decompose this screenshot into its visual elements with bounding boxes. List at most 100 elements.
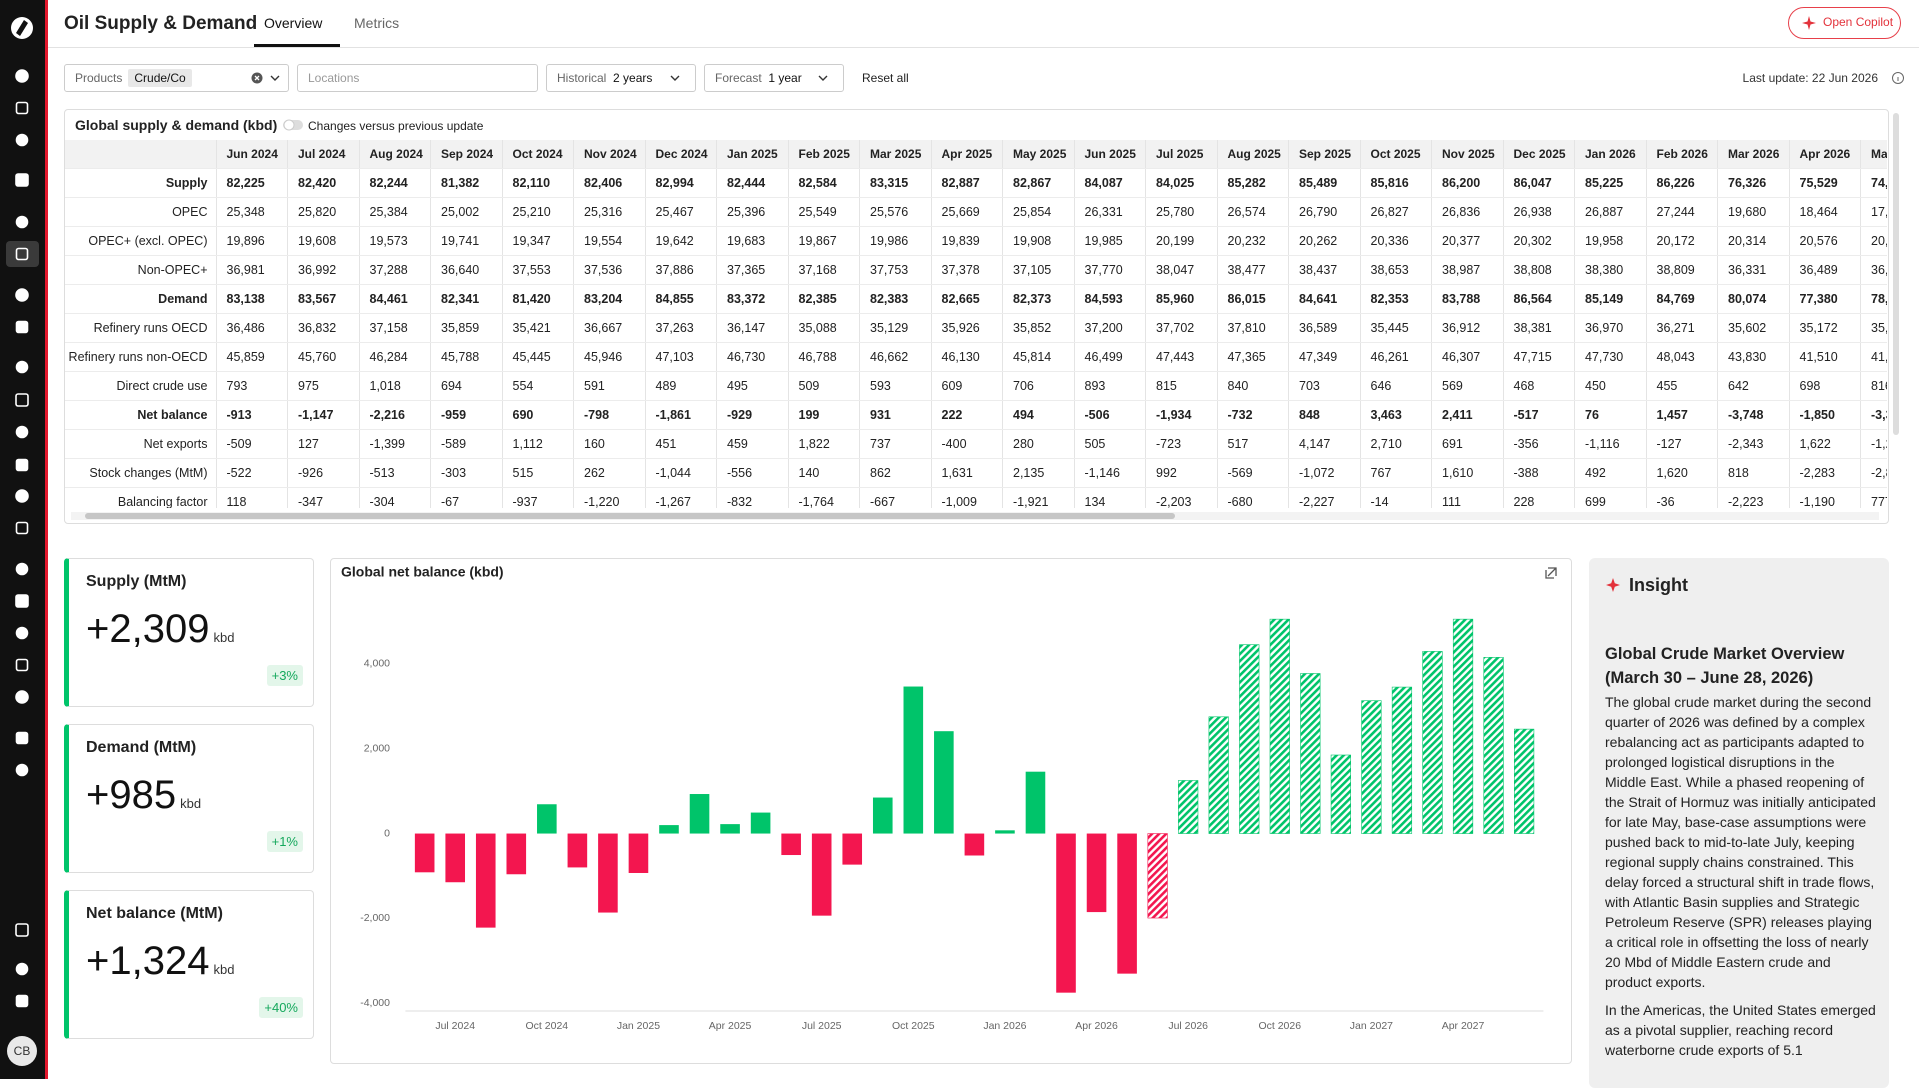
insight-heading: Global Crude Market Overview (March 30 –… — [1605, 645, 1845, 687]
nav-icon[interactable] — [15, 763, 29, 777]
copilot-button[interactable]: Open Copilot — [1788, 7, 1901, 39]
column-header: Nov 2024 — [573, 140, 645, 169]
column-header: Aug 2024 — [358, 140, 431, 169]
table-cell: 37,288 — [358, 255, 431, 285]
table-cell: -926 — [287, 458, 359, 488]
kpi-unit: kbd — [213, 630, 235, 645]
nav-icon[interactable] — [15, 247, 29, 261]
historical-filter[interactable]: Historical 2 years — [546, 64, 696, 92]
column-header: May — [1860, 140, 1887, 169]
column-header: Nov 2025 — [1431, 140, 1503, 169]
nav-icon[interactable] — [15, 658, 29, 672]
table-cell: 45,814 — [1002, 342, 1074, 372]
table-cell: 38,047 — [1145, 255, 1217, 285]
table-cell: 706 — [1002, 371, 1074, 401]
bar — [781, 833, 801, 856]
table-cell: 699 — [1574, 487, 1646, 508]
table-cell: 38,808 — [1502, 255, 1575, 285]
table-cell: 26,790 — [1288, 197, 1360, 227]
nav-icon[interactable] — [15, 320, 29, 334]
nav-icon[interactable] — [15, 215, 29, 229]
table-cell: 515 — [501, 458, 574, 488]
table-cell: 19,839 — [930, 226, 1003, 256]
nav-icon[interactable] — [15, 489, 29, 503]
table-cell: 38,380 — [1574, 255, 1646, 285]
nav-icon[interactable] — [15, 923, 29, 937]
table-cell: 36,271 — [1645, 313, 1718, 343]
table-cell: 26,938 — [1502, 197, 1575, 227]
nav-icon[interactable] — [15, 425, 29, 439]
nav-icon[interactable] — [15, 626, 29, 640]
nav-icon[interactable] — [15, 521, 29, 535]
nav-icon[interactable] — [15, 962, 29, 976]
nav-icon[interactable] — [15, 360, 29, 374]
h-scroll-thumb[interactable] — [85, 513, 1175, 519]
table-cell: 609 — [930, 371, 1003, 401]
table-cell: 19,958 — [1574, 226, 1646, 256]
tab[interactable]: Metrics — [354, 15, 400, 31]
nav-icon[interactable] — [15, 393, 29, 407]
table-cell: 793 — [215, 371, 288, 401]
avatar[interactable] — [7, 1036, 37, 1066]
table-cell: 25,396 — [716, 197, 788, 227]
table-cell: -1,220 — [573, 487, 645, 508]
table-cell: 46,307 — [1431, 342, 1503, 372]
nav-icon[interactable] — [15, 690, 29, 704]
table-cell: -400 — [930, 429, 1003, 459]
table-cell: 82,994 — [644, 168, 717, 198]
table-cell: 19,896 — [215, 226, 288, 256]
column-header: Jul 2024 — [287, 140, 359, 169]
nav-icon[interactable] — [15, 458, 29, 472]
table-cell: 47,349 — [1288, 342, 1360, 372]
v-scroll-thumb[interactable] — [1893, 113, 1899, 435]
table-cell: 82,444 — [716, 168, 788, 198]
nav-icon[interactable] — [15, 101, 29, 115]
corner-cell — [65, 140, 216, 169]
table-cell: 35,088 — [787, 313, 860, 343]
row-label: Direct crude use — [65, 371, 216, 401]
row-label: Net balance — [65, 400, 216, 430]
nav-icon[interactable] — [15, 173, 29, 187]
table-cell: 36,486 — [215, 313, 288, 343]
bar — [1208, 716, 1229, 834]
sparkle-icon — [1802, 16, 1816, 30]
expand-icon[interactable] — [1545, 567, 1557, 579]
table-cell: 76 — [1574, 400, 1646, 430]
nav-icon[interactable] — [15, 994, 29, 1008]
sidebar-icons: CB — [6, 17, 39, 1066]
chart: Global net balance (kbd) -4,000 -2,000 0 2,… — [341, 564, 1557, 1032]
nav-icon[interactable] — [15, 133, 29, 147]
locations-filter[interactable]: Locations — [297, 64, 538, 92]
table-cell: 85,149 — [1574, 284, 1646, 314]
bar — [567, 833, 588, 868]
table-card: Global supply & demand (kbd) Changes ver… — [64, 109, 1889, 524]
table-cell: 37,158 — [358, 313, 431, 343]
table-cell: -356 — [1502, 429, 1575, 459]
y-tick-label: 4,000 — [364, 658, 390, 670]
table-cell: 85,816 — [1359, 168, 1432, 198]
table-cell: 46,730 — [716, 342, 788, 372]
column-header: Oct 2025 — [1359, 140, 1432, 169]
table-cell: -14 — [1359, 487, 1432, 508]
kpi-label: Supply (MtM) — [86, 573, 187, 590]
table-cell: -1,934 — [1145, 400, 1217, 430]
table-cell: -569 — [1216, 458, 1289, 488]
info-icon[interactable] — [1891, 71, 1905, 85]
products-filter[interactable]: Products Crude/Co — [64, 64, 289, 92]
table-cell: 83,788 — [1431, 284, 1503, 314]
table-row: Demand 83,138 83,567 84,461 82,341 81,420 83,2… — [65, 284, 1887, 314]
nav-icon[interactable] — [15, 288, 29, 302]
table-cell: 737 — [859, 429, 931, 459]
table-cell: 127 — [287, 429, 359, 459]
nav-icon[interactable] — [15, 562, 29, 576]
table-cell: 43,830 — [1717, 342, 1789, 372]
column-header: Jun 2024 — [215, 140, 288, 169]
table-cell: 569 — [1431, 371, 1503, 401]
tab[interactable]: Overview — [264, 15, 323, 31]
toggle[interactable] — [282, 118, 304, 132]
nav-icon[interactable] — [15, 69, 29, 83]
reset-button[interactable]: Reset all — [862, 71, 909, 85]
forecast-filter[interactable]: Forecast 1 year — [704, 64, 844, 92]
nav-icon[interactable] — [15, 594, 29, 608]
nav-icon[interactable] — [15, 731, 29, 745]
